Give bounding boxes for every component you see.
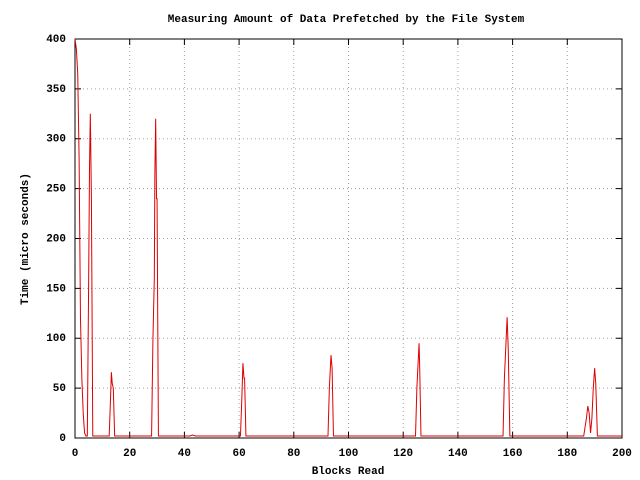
y-tick-label: 300: [46, 134, 66, 146]
x-tick-label: 20: [123, 448, 136, 460]
chart-title: Measuring Amount of Data Prefetched by t…: [168, 14, 525, 26]
x-tick-label: 180: [557, 448, 577, 460]
y-tick-label: 200: [46, 233, 66, 245]
y-tick-label: 50: [53, 383, 66, 395]
x-tick-label: 100: [339, 448, 359, 460]
plot-frame: [74, 38, 623, 439]
y-axis-label: Time (micro seconds): [20, 173, 32, 305]
y-tick-label: 350: [46, 84, 66, 96]
y-tick-label: 0: [59, 433, 66, 445]
y-tick-label: 250: [46, 184, 66, 196]
data-line: [74, 38, 622, 437]
x-tick-label: 120: [393, 448, 413, 460]
y-tick-label: 400: [46, 34, 66, 46]
x-tick-label: 60: [232, 448, 245, 460]
y-tick-label: 100: [46, 333, 66, 345]
x-tick-label: 0: [72, 448, 79, 460]
x-tick-label: 200: [612, 448, 632, 460]
x-axis-label: Blocks Read: [312, 466, 385, 478]
y-tick-label: 150: [46, 283, 66, 295]
x-tick-label: 140: [448, 448, 468, 460]
x-tick-label: 40: [178, 448, 191, 460]
x-tick-label: 160: [503, 448, 523, 460]
x-tick-label: 80: [287, 448, 300, 460]
